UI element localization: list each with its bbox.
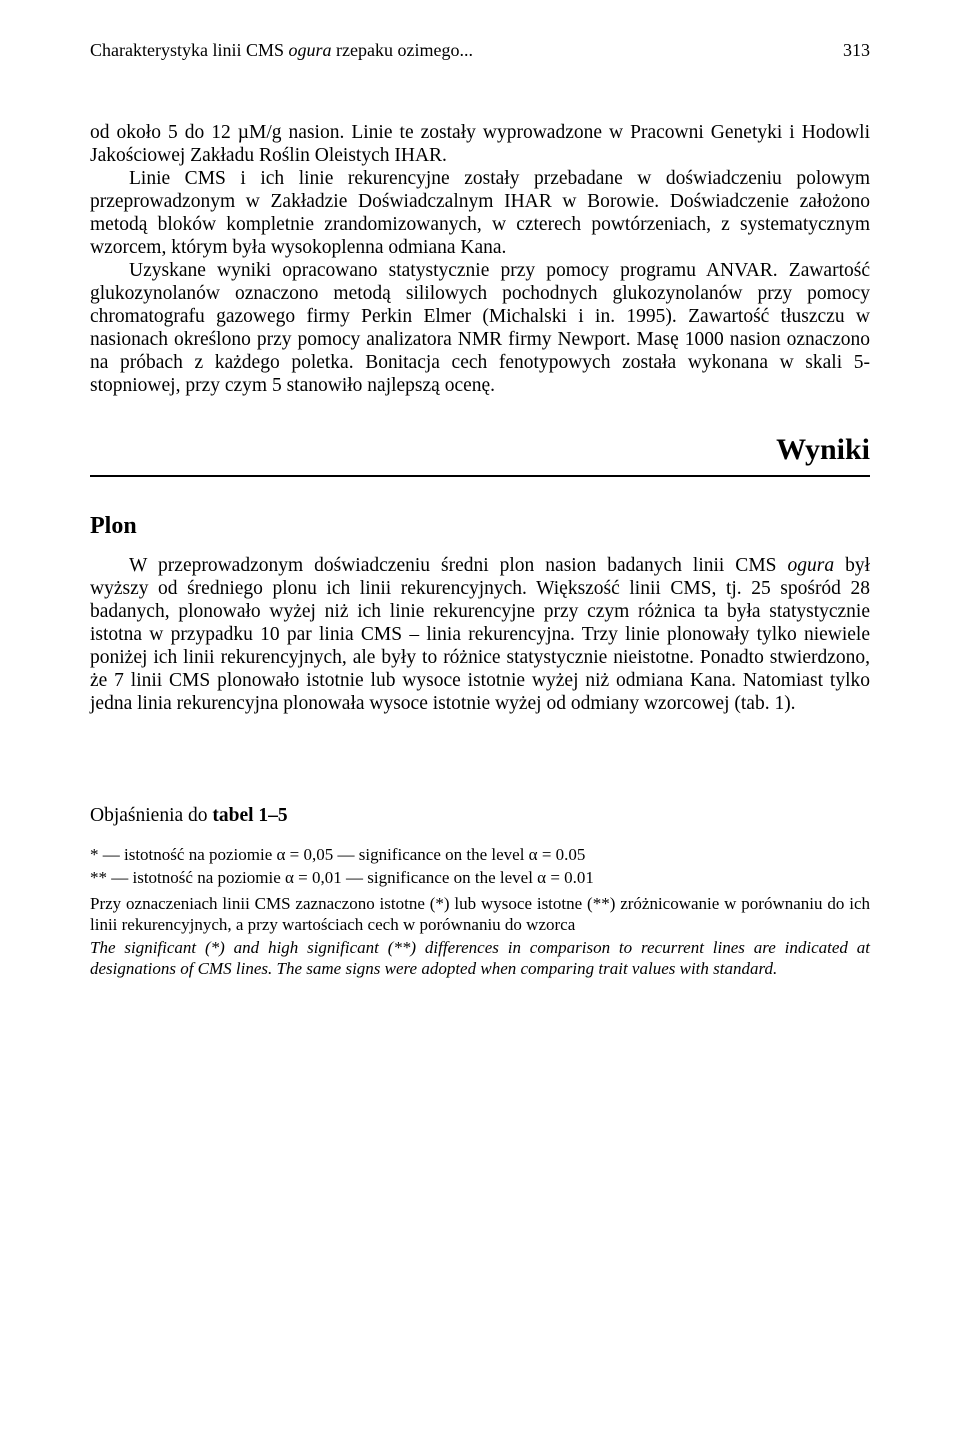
running-title-plain: Charakterystyka linii CMS bbox=[90, 40, 288, 60]
page-container: Charakterystyka linii CMS ogura rzepaku … bbox=[0, 0, 960, 1455]
paragraph-3: Uzyskane wyniki opracowano statystycznie… bbox=[90, 259, 870, 397]
table-notes-heading-bold: tabel 1–5 bbox=[212, 805, 287, 826]
section-rule bbox=[90, 475, 870, 477]
footnote-4: The significant (*) and high significant… bbox=[90, 938, 870, 979]
table-notes-heading: Objaśnienia do tabel 1–5 bbox=[90, 805, 870, 827]
footnote-1: * — istotność na poziomie α = 0,05 — sig… bbox=[90, 845, 870, 866]
page-number: 313 bbox=[843, 40, 870, 61]
footnote-3: Przy oznaczeniach linii CMS zaznaczono i… bbox=[90, 894, 870, 935]
results-heading: Wyniki bbox=[90, 433, 870, 467]
table-notes-heading-plain: Objaśnienia do bbox=[90, 805, 212, 826]
plon-subheading: Plon bbox=[90, 513, 870, 540]
results-p1-a: W przeprowadzonym doświadczeniu średni p… bbox=[129, 555, 787, 576]
running-title-tail: rzepaku ozimego... bbox=[332, 40, 473, 60]
paragraph-1: od około 5 do 12 µM/g nasion. Linie te z… bbox=[90, 121, 870, 167]
paragraph-2: Linie CMS i ich linie rekurencyjne zosta… bbox=[90, 167, 870, 259]
results-body: W przeprowadzonym doświadczeniu średni p… bbox=[90, 554, 870, 715]
results-p1-b: był wyższy od średniego plonu ich linii … bbox=[90, 555, 870, 714]
running-header: Charakterystyka linii CMS ogura rzepaku … bbox=[90, 40, 870, 61]
results-paragraph-1: W przeprowadzonym doświadczeniu średni p… bbox=[90, 554, 870, 715]
footnote-2: ** — istotność na poziomie α = 0,01 — si… bbox=[90, 868, 870, 889]
methods-section: od około 5 do 12 µM/g nasion. Linie te z… bbox=[90, 121, 870, 397]
results-p1-italic: ogura bbox=[787, 555, 834, 576]
running-title-italic: ogura bbox=[288, 40, 331, 60]
